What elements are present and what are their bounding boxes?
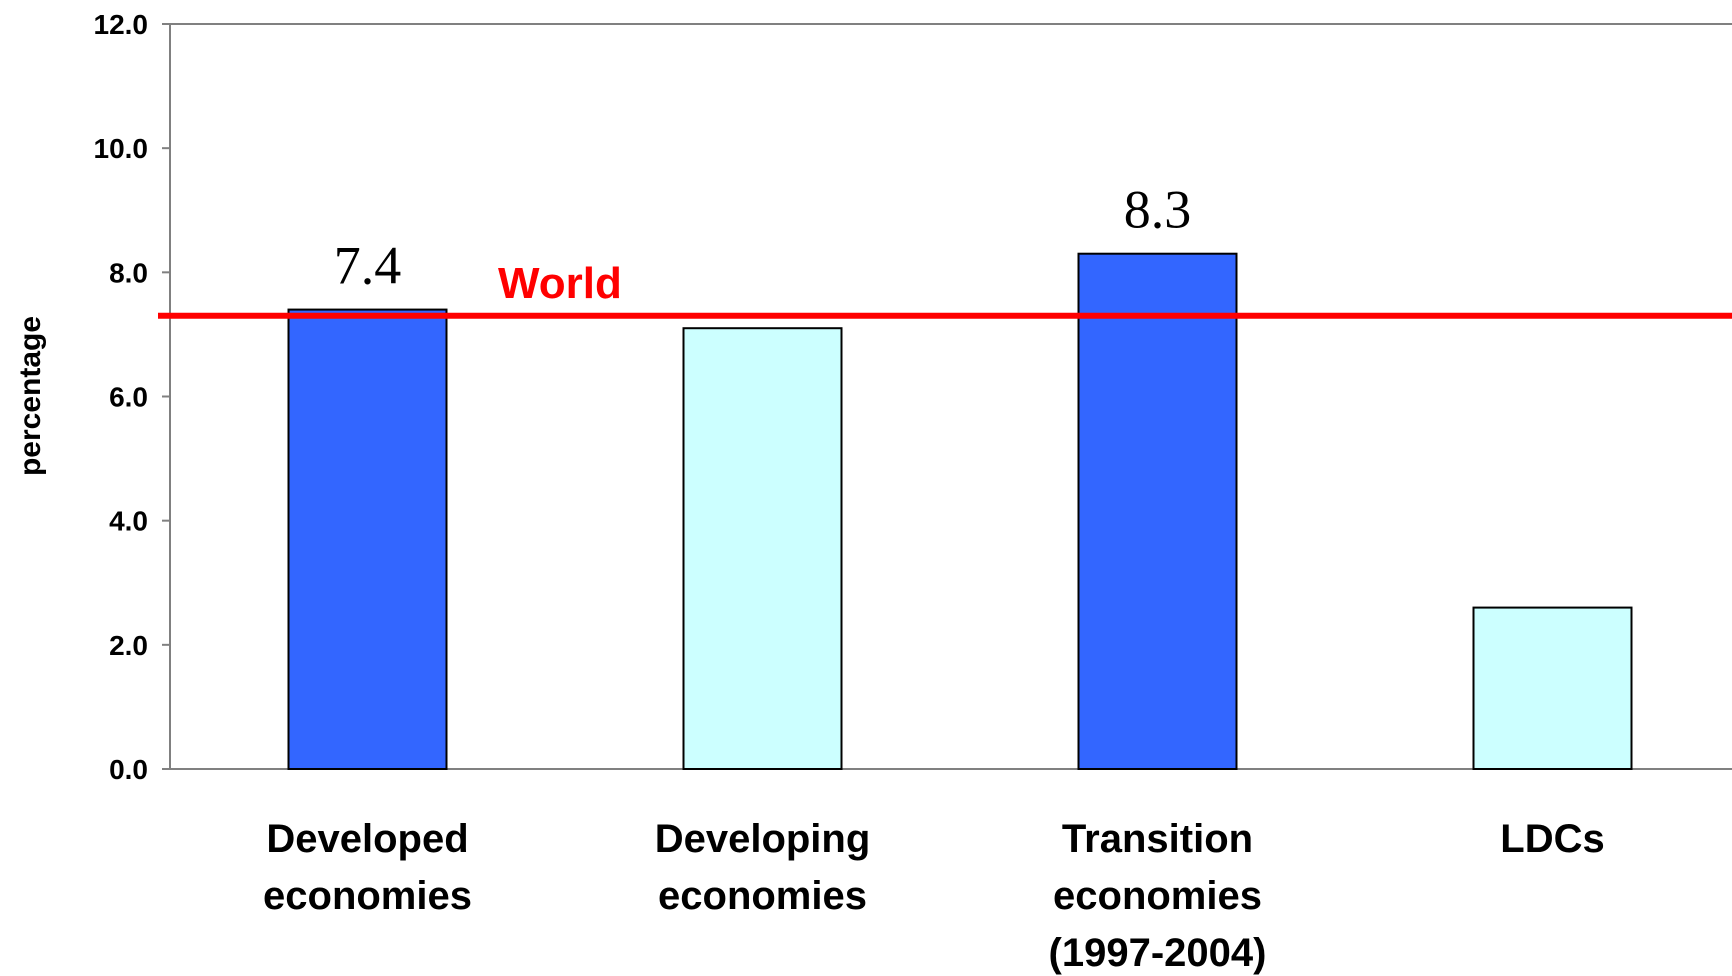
y-axis-label: percentage <box>14 316 47 476</box>
x-axis-categories: Developed economies Developing economies Tra… <box>263 817 1605 975</box>
category-label: Developing <box>655 817 871 861</box>
bar <box>287 308 448 770</box>
y-tick-label: 8.0 <box>109 257 148 288</box>
y-axis-ticks: 0.0 2.0 4.0 6.0 8.0 10.0 12.0 <box>94 9 170 785</box>
category-label: economies <box>263 874 472 918</box>
bar <box>1472 606 1633 770</box>
y-tick-label: 4.0 <box>109 506 148 537</box>
data-label: 7.4 <box>334 236 402 296</box>
category-label: economies <box>1053 874 1262 918</box>
data-label: 8.3 <box>1124 180 1192 240</box>
y-tick-label: 6.0 <box>109 382 148 413</box>
world-label: World <box>498 259 622 308</box>
category-label: LDCs <box>1500 817 1604 861</box>
world-reference: World <box>158 259 1732 319</box>
category-label: economies <box>658 874 867 918</box>
y-tick-label: 2.0 <box>109 630 148 661</box>
category-label: (1997-2004) <box>1049 931 1267 975</box>
category-label: Developed <box>266 817 468 861</box>
bar <box>682 327 843 770</box>
y-tick-label: 10.0 <box>94 133 149 164</box>
category-label: Transition <box>1062 817 1253 861</box>
y-tick-label: 0.0 <box>109 754 148 785</box>
y-tick-label: 12.0 <box>94 9 149 40</box>
bars: 7.4 8.3 <box>287 180 1633 771</box>
bar <box>1077 252 1238 771</box>
